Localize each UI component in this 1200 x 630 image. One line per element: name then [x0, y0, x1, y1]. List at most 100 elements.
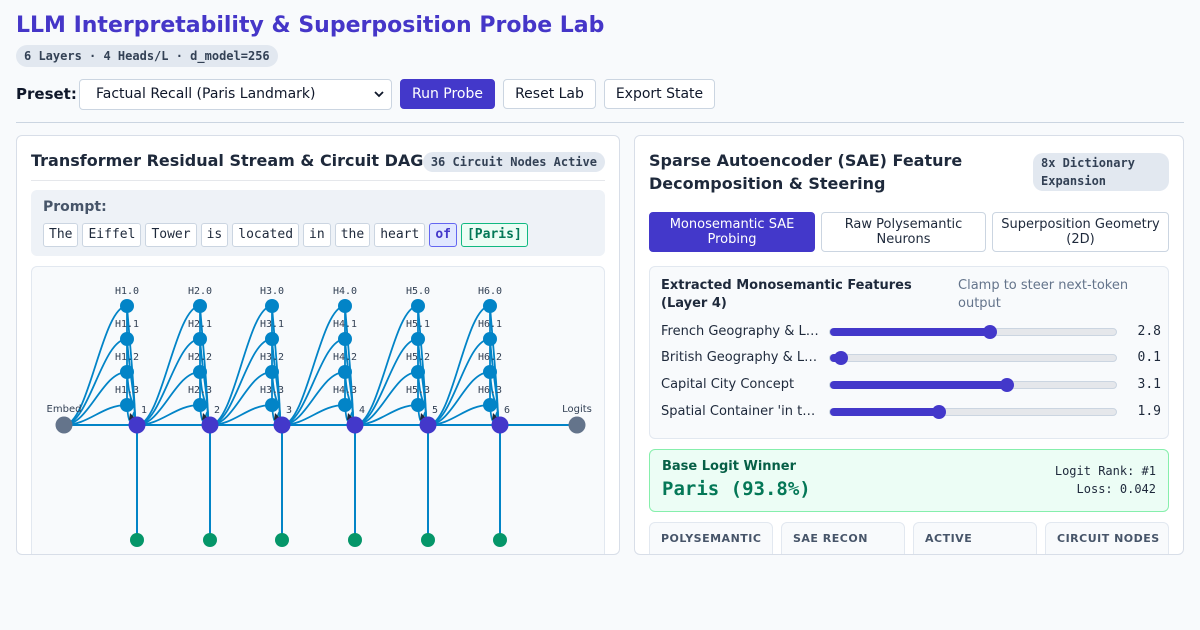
head-label: H5.1	[406, 319, 430, 330]
attention-head-node	[411, 398, 425, 412]
residual-layer-node	[273, 416, 291, 434]
logit-loss: Loss: 0.042	[1076, 482, 1156, 496]
attention-head-node	[483, 299, 497, 313]
attention-head-node	[120, 365, 134, 379]
winner-value: Paris (93.8%)	[662, 478, 811, 500]
prompt-token[interactable]: located	[232, 223, 300, 247]
prompt-label: Prompt:	[43, 199, 107, 215]
feature-value: 2.8	[1137, 324, 1161, 339]
stat-label: POLYSEMANTIC	[661, 532, 762, 545]
head-label: H4.3	[333, 385, 357, 396]
feature-clamp-slider[interactable]	[829, 325, 1117, 339]
tab-polysemantic-neurons[interactable]: Raw Polysemantic Neurons	[821, 212, 986, 252]
preset-label: Preset:	[16, 85, 77, 103]
mlp-node	[348, 533, 362, 547]
slider-thumb[interactable]	[931, 405, 946, 419]
residual-layer-node	[491, 416, 509, 434]
prompt-token[interactable]: in	[303, 223, 331, 247]
prompt-token[interactable]: The	[43, 223, 79, 247]
stat-card-circuit-nodes: CIRCUIT NODES	[1045, 522, 1169, 554]
residual-layer-node	[419, 416, 437, 434]
chevron-down-icon	[373, 80, 385, 120]
attention-head-node	[338, 332, 352, 346]
head-label: H1.2	[115, 352, 139, 363]
preset-select-value: Factual Recall (Paris Landmark)	[96, 86, 316, 102]
sae-panel: Sparse Autoencoder (SAE) Feature Decompo…	[634, 135, 1184, 555]
attention-head-node	[411, 332, 425, 346]
head-input-edge	[427, 305, 491, 426]
feature-clamp-slider[interactable]	[829, 378, 1117, 392]
tab-monosemantic-sae[interactable]: Monosemantic SAE Probing	[649, 212, 815, 252]
head-label: H2.2	[188, 352, 212, 363]
stat-card-active: ACTIVE	[913, 522, 1037, 554]
head-label: H5.0	[406, 286, 430, 297]
dictionary-expansion-badge: 8x Dictionary Expansion	[1033, 153, 1169, 191]
stat-label: CIRCUIT NODES	[1057, 532, 1160, 545]
prompt-token[interactable]: [Paris]	[460, 223, 528, 247]
winner-label: Base Logit Winner	[662, 459, 797, 474]
head-label: H2.0	[188, 286, 212, 297]
attention-head-node	[265, 332, 279, 346]
features-hint: Clamp to steer next-token output	[958, 278, 1129, 311]
attention-head-node	[193, 365, 207, 379]
circuit-dag-panel: Transformer Residual Stream & Circuit DA…	[16, 135, 620, 555]
mlp-node	[493, 533, 507, 547]
feature-clamp-slider[interactable]	[829, 405, 1117, 419]
feature-clamp-slider[interactable]	[829, 351, 1117, 365]
prompt-token[interactable]: heart	[374, 223, 426, 247]
prompt-box: Prompt: The Eiffel Tower is located in the hear…	[31, 190, 605, 256]
head-input-edge	[281, 338, 346, 426]
head-label: H1.3	[115, 385, 139, 396]
head-input-edge	[136, 338, 201, 426]
prompt-token[interactable]: is	[200, 223, 229, 247]
head-label: H4.1	[333, 319, 357, 330]
slider-thumb[interactable]	[1000, 378, 1015, 392]
feature-row: French Geography & Landmarks 2.8	[661, 322, 1161, 342]
head-input-edge	[209, 305, 273, 426]
slider-thumb[interactable]	[983, 325, 998, 339]
run-probe-button[interactable]: Run Probe	[400, 79, 495, 109]
logits-node	[568, 416, 586, 434]
attention-head-node	[338, 299, 352, 313]
prompt-tokens: The Eiffel Tower is located in the heart of [Pari…	[43, 223, 528, 247]
attention-head-node	[193, 299, 207, 313]
prompt-token[interactable]: Tower	[145, 223, 197, 247]
attention-head-node	[193, 398, 207, 412]
head-label: H2.1	[188, 319, 212, 330]
slider-thumb[interactable]	[834, 351, 849, 365]
feature-name: Spatial Container 'in the heart of'	[661, 404, 819, 419]
head-label: H3.1	[260, 319, 284, 330]
circuit-panel-title: Transformer Residual Stream & Circuit DA…	[31, 151, 424, 170]
prompt-token[interactable]: of	[429, 223, 457, 247]
preset-select[interactable]: Factual Recall (Paris Landmark)	[79, 79, 392, 110]
stat-card-polysemantic: POLYSEMANTIC	[649, 522, 773, 554]
layer-label: 2	[214, 405, 220, 416]
prompt-token[interactable]: the	[334, 223, 371, 247]
feature-name: Capital City Concept	[661, 377, 795, 392]
attention-head-node	[483, 332, 497, 346]
head-label: H4.0	[333, 286, 357, 297]
attention-head-node	[120, 332, 134, 346]
tab-superposition-geometry[interactable]: Superposition Geometry (2D)	[992, 212, 1169, 252]
head-label: H6.0	[478, 286, 502, 297]
head-label: H6.1	[478, 319, 502, 330]
reset-lab-button[interactable]: Reset Lab	[503, 79, 596, 109]
head-input-edge	[354, 338, 419, 426]
stat-label: ACTIVE	[925, 532, 973, 545]
export-state-button[interactable]: Export State	[604, 79, 715, 109]
slider-fill	[830, 408, 939, 416]
prompt-token[interactable]: Eiffel	[82, 223, 142, 247]
attention-head-node	[411, 299, 425, 313]
stat-card-sae-recon: SAE RECON	[781, 522, 905, 554]
attention-head-node	[338, 365, 352, 379]
head-label: H3.0	[260, 286, 284, 297]
feature-row: Capital City Concept 3.1	[661, 375, 1161, 395]
circuit-dag[interactable]: H1.0 H1.1 H1.2 H1.3 H2.0 H2.1 H2.2 H2.3 H3.0 H3.1…	[31, 266, 605, 554]
feature-value: 1.9	[1137, 404, 1161, 419]
residual-layer-node	[128, 416, 146, 434]
feature-name: British Geography & Landmarks	[661, 350, 819, 365]
model-config-badge: 6 Layers · 4 Heads/L · d_model=256	[16, 45, 278, 67]
layer-label: 6	[504, 405, 510, 416]
residual-layer-node	[346, 416, 364, 434]
circuit-nodes-badge: 36 Circuit Nodes Active	[422, 152, 605, 172]
